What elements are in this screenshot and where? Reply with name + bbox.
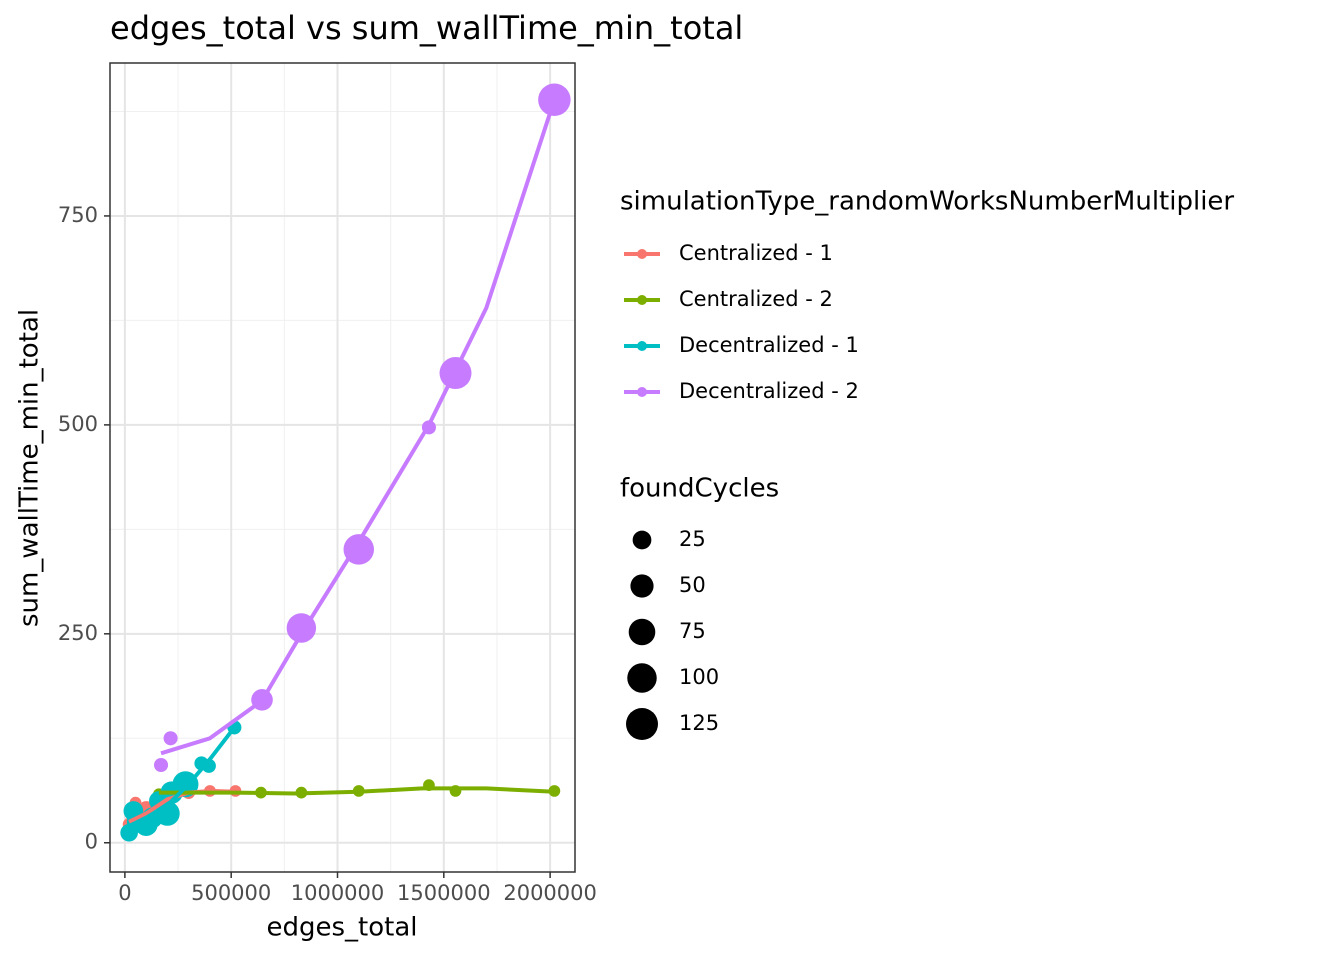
y-tick-label: 750	[58, 203, 98, 227]
y-tick-label: 500	[58, 412, 98, 436]
smooth-line	[158, 786, 555, 796]
x-tick-label: 0	[118, 881, 131, 905]
smooth-line	[128, 726, 236, 828]
x-tick-label: 1000000	[291, 881, 385, 905]
legend-key-point	[637, 295, 647, 305]
legend-key-point	[637, 387, 647, 397]
size-legend-label: 75	[679, 619, 706, 643]
x-tick-label: 500000	[191, 881, 271, 905]
legend-title: simulationType_randomWorksNumberMultipli…	[620, 187, 1234, 217]
plot-panel	[110, 63, 575, 872]
point	[163, 731, 178, 746]
x-axis-label: edges_total	[267, 913, 418, 943]
size-legend-key	[627, 663, 657, 693]
y-tick-label: 250	[58, 621, 98, 645]
legend-label: Decentralized - 1	[679, 333, 859, 357]
size-legend-key	[626, 708, 658, 740]
size-legend-key	[632, 530, 652, 550]
size-legend-title: foundCycles	[620, 474, 779, 504]
size-legend-key	[628, 618, 656, 646]
size-legend-label: 100	[679, 665, 719, 689]
legend-label: Centralized - 2	[679, 287, 833, 311]
panel-border	[109, 62, 576, 873]
size-legend-label: 25	[679, 527, 706, 551]
y-axis-label: sum_wallTime_min_total	[15, 309, 45, 627]
legend-key-point	[637, 341, 647, 351]
y-tick-label: 0	[85, 830, 98, 854]
x-tick-label: 2000000	[503, 881, 597, 905]
legend-label: Centralized - 1	[679, 241, 833, 265]
size-legend-label: 50	[679, 573, 706, 597]
x-tick-label: 1500000	[397, 881, 491, 905]
chart-title: edges_total vs sum_wallTime_min_total	[110, 9, 743, 47]
point	[153, 757, 169, 773]
legend-label: Decentralized - 2	[679, 379, 859, 403]
size-legend-label: 125	[679, 711, 719, 735]
smooth-line	[160, 99, 557, 756]
legend-key-point	[637, 249, 647, 259]
size-legend-key	[630, 574, 654, 598]
